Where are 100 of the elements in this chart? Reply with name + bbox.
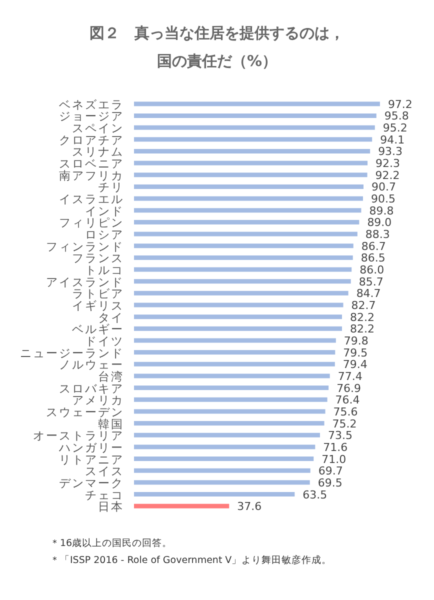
bar — [134, 244, 354, 248]
y-tick-label: ハンガリー — [58, 440, 124, 454]
bar — [134, 432, 320, 438]
y-tick-label: ベルギー — [72, 322, 124, 336]
y-tick-label: オーストラリア — [33, 428, 124, 443]
bar — [134, 102, 380, 106]
y-tick-label: イスラエル — [59, 192, 124, 206]
bar — [134, 184, 364, 189]
bar — [134, 480, 310, 485]
y-tick-label: イギリス — [72, 298, 124, 312]
data-label: 93.3 — [378, 145, 403, 158]
data-label: 73.5 — [328, 429, 352, 442]
bar — [134, 220, 360, 224]
bar — [134, 374, 330, 378]
bar — [134, 386, 329, 390]
data-label: 89.0 — [367, 216, 392, 230]
data-label: 82.2 — [350, 310, 374, 324]
y-tick-label: アメリカ — [72, 393, 124, 408]
bar — [134, 160, 368, 166]
data-label: 86.0 — [360, 264, 384, 277]
y-tick-label: フランス — [72, 251, 124, 266]
bar — [134, 208, 362, 213]
bar — [134, 338, 336, 343]
y-tick-label: ロシア — [85, 228, 124, 242]
data-label: 92.2 — [375, 168, 400, 182]
data-label: 69.7 — [318, 464, 343, 478]
data-label: 86.5 — [360, 252, 386, 265]
y-tick-label: スリナム — [72, 144, 124, 159]
bar — [134, 492, 295, 497]
bar — [134, 444, 316, 450]
data-label: 79.5 — [343, 346, 368, 360]
y-tick-label: インド — [85, 204, 124, 218]
text: ＊16歳以上の国民の回答。 — [50, 537, 172, 549]
bar — [134, 397, 328, 402]
y-tick-label: ドイツ — [85, 334, 124, 348]
bar — [134, 314, 342, 320]
data-label: 76.9 — [336, 382, 362, 395]
bar — [134, 125, 375, 130]
data-label: 86.7 — [361, 240, 386, 253]
y-tick-label: タイ — [98, 310, 124, 324]
chart-subtitle: 国の責任だ（%） — [156, 52, 278, 70]
data-label: 90.5 — [370, 192, 396, 206]
data-label: 77.4 — [338, 370, 362, 383]
y-tick-label: フィンランド — [46, 239, 124, 254]
bar — [134, 350, 336, 355]
data-label: 75.2 — [332, 417, 357, 430]
y-tick-label: ベネズエラ — [59, 97, 124, 112]
bar — [134, 468, 310, 473]
bar — [134, 302, 344, 308]
bar — [134, 137, 372, 142]
data-label: 71.0 — [322, 452, 346, 466]
bar — [134, 362, 335, 366]
y-tick-label: 南アフリカ — [59, 168, 124, 182]
data-label: 82.2 — [350, 322, 374, 336]
bar — [134, 279, 351, 284]
bar — [134, 290, 348, 296]
chart-title: 図２ 真っ当な住居を提供するのは， — [90, 24, 344, 42]
y-tick-label: チリ — [98, 180, 124, 194]
y-tick-label: 韓国 — [98, 416, 124, 431]
bar — [134, 326, 342, 331]
data-label: 92.3 — [376, 157, 400, 170]
bar — [134, 148, 370, 154]
bar — [134, 456, 314, 462]
y-tick-label: ニュージーランド — [20, 346, 124, 360]
y-tick-label: スロバキア — [59, 381, 124, 396]
bar — [134, 255, 353, 260]
y-tick-label: ラトビア — [72, 286, 124, 301]
data-label: 94.1 — [380, 133, 405, 146]
bar — [134, 421, 324, 426]
data-label: 90.7 — [371, 180, 396, 194]
data-label: 63.5 — [302, 488, 328, 502]
data-label: 97.2 — [388, 98, 412, 111]
data-label: 37.6 — [237, 500, 262, 514]
y-tick-label: アイスランド — [46, 274, 124, 289]
data-label: 69.5 — [318, 476, 342, 490]
data-label: 76.4 — [335, 394, 360, 407]
text: ＊「ISSP 2016 - Role of Government V」より舞田敏彦作成。 — [50, 554, 332, 566]
y-tick-label: フィリピン — [59, 216, 124, 230]
bar — [134, 504, 230, 508]
data-label: 79.8 — [344, 334, 368, 348]
y-tick-label: リトアニア — [59, 452, 124, 466]
y-tick-label: ジョージア — [59, 109, 124, 124]
bar — [134, 113, 376, 118]
data-label: 95.8 — [384, 110, 409, 123]
y-tick-label: 日本 — [98, 500, 124, 514]
y-tick-label: スイス — [85, 464, 124, 478]
y-tick-label: トルコ — [85, 263, 124, 278]
data-label: 85.7 — [358, 275, 384, 288]
data-label: 89.8 — [369, 204, 394, 218]
data-label: 84.7 — [356, 287, 381, 300]
data-label: 88.3 — [365, 228, 390, 242]
data-label: 79.4 — [342, 358, 368, 372]
y-tick-label: 台湾 — [98, 369, 124, 384]
y-tick-label: デンマーク — [59, 476, 124, 490]
data-label: 95.2 — [382, 122, 408, 135]
y-tick-label: スペイン — [72, 121, 124, 136]
bar — [134, 409, 326, 414]
bar — [134, 172, 368, 178]
bar — [134, 196, 363, 201]
bar — [134, 267, 352, 272]
